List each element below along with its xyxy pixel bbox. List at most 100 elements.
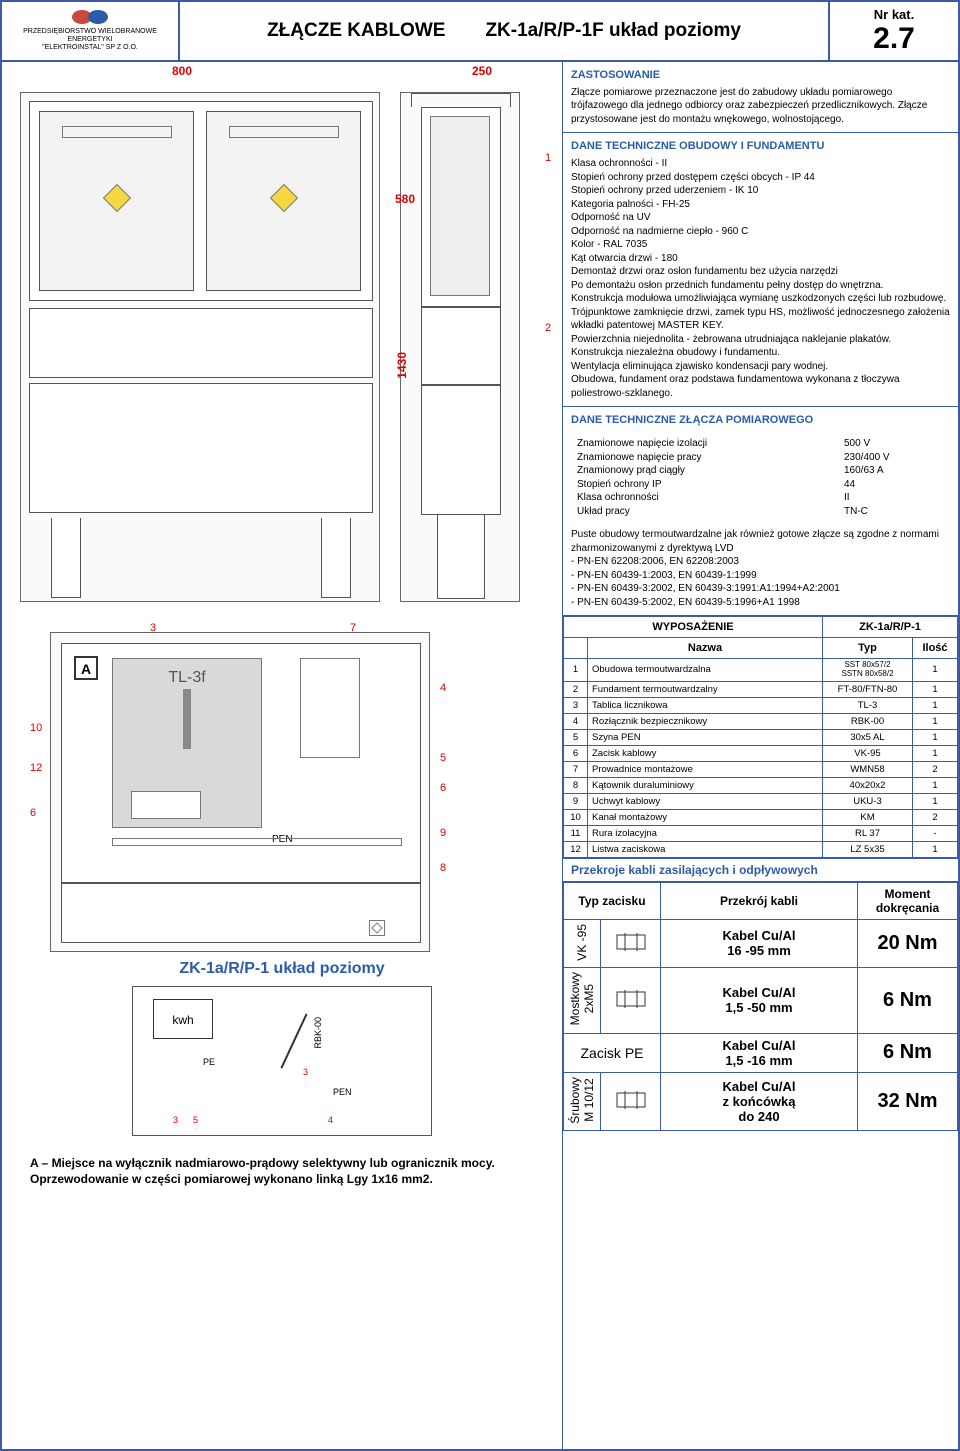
spec-row: Znamionowy prąd ciągły160/63 A (571, 464, 950, 478)
norm-line: - PN-EN 62208:2006, EN 62208:2003 (571, 555, 950, 569)
equip-row: 11Rura izolacyjnaRL 37- (564, 825, 958, 841)
norms-list: - PN-EN 62208:2006, EN 62208:2003- PN-EN… (571, 555, 950, 609)
equip-title: WYPOSAŻENIE (564, 617, 823, 638)
norm-line: - PN-EN 60439-3:2002, EN 60439-3:1991:A1… (571, 582, 950, 596)
drawings-column: 800 250 (2, 62, 562, 1449)
dane-ob-line: Demontaż drzwi oraz osłon fundamentu bez… (571, 265, 950, 279)
equip-col-0 (564, 638, 588, 659)
norm-line: - PN-EN 60439-1:2003, EN 60439-1:1999 (571, 569, 950, 583)
body: 800 250 (2, 62, 958, 1449)
callout-6: 6 (30, 807, 36, 819)
norms-intro: Puste obudowy termoutwardzalne jak równi… (571, 528, 950, 555)
zast-title: ZASTOSOWANIE (571, 68, 950, 83)
schematic-kwh: kwh (153, 999, 213, 1039)
title-right: ZK-1a/R/P-1F układ poziomy (485, 20, 740, 42)
cable-table: Typ zacisku Przekrój kabli Moment dokręc… (563, 882, 958, 1132)
dane-ob-line: Konstrukcja modułowa umożliwiająca wymia… (571, 292, 950, 306)
company-line-1: PRZEDSIĘBIORSTWO WIELOBRANOWE (23, 28, 157, 36)
company-line-2: ENERGETYKI (67, 36, 112, 44)
dim-width: 800 (172, 64, 192, 78)
callout-2: 2 (545, 322, 551, 334)
equip-row: 1Obudowa termoutwardzalnaSST 80x57/2SSTN… (564, 659, 958, 682)
spec-row: Klasa ochronnościII (571, 491, 950, 505)
equip-row: 10Kanał montażowyKM2 (564, 809, 958, 825)
datasheet-page: PRZEDSIĘBIORSTWO WIELOBRANOWE ENERGETYKI… (0, 0, 960, 1451)
section-dane-zlacza: DANE TECHNICZNE ZŁĄCZA POMIAROWEGO Znami… (563, 407, 958, 616)
dane-ob-line: Trójpunktowe zamknięcie drzwi, zamek typ… (571, 306, 950, 333)
company-logo-cell: PRZEDSIĘBIORSTWO WIELOBRANOWE ENERGETYKI… (2, 2, 180, 60)
label-tl3f: TL-3f (113, 669, 261, 687)
company-line-3: "ELEKTROINSTAL" SP Z O.O. (42, 44, 138, 52)
callout-8: 8 (440, 862, 446, 874)
dim-depth: 250 (472, 64, 492, 78)
cable-row: ŚrubowyM 10/12Kabel Cu/Alz końcówkądo 24… (564, 1072, 958, 1131)
dane-ob-line: Powierzchnia niejednolita - żebrowana ut… (571, 333, 950, 347)
dane-ob-line: Kąt otwarcia drzwi - 180 (571, 252, 950, 266)
dim-h2: 1430 (395, 352, 409, 379)
text-column: ZASTOSOWANIE Złącze pomiarowe przeznaczo… (562, 62, 958, 1449)
schematic-rbk: RBK-00 (313, 1017, 323, 1049)
dane-zl-rows: Znamionowe napięcie izolacji500 VZnamion… (571, 437, 950, 518)
dane-ob-line: Odporność na nadmierne ciepło - 960 C (571, 225, 950, 239)
schematic-pen: PEN (333, 1087, 352, 1097)
title-left: ZŁĄCZE KABLOWE (267, 20, 445, 42)
equip-row: 5Szyna PEN30x5 AL1 (564, 729, 958, 745)
dane-ob-line: Konstrukcja niezależna obudowy i fundame… (571, 346, 950, 360)
internal-view-drawing: A TL-3f PEN (50, 632, 430, 952)
dane-ob-line: Po demontażu osłon przednich fundamentu … (571, 279, 950, 293)
spec-row: Stopień ochrony IP44 (571, 478, 950, 492)
dane-ob-line: Klasa ochronności - II (571, 157, 950, 171)
footnote-A: A – Miejsce na wyłącznik nadmiarowo-prąd… (10, 1156, 554, 1187)
zast-body: Złącze pomiarowe przeznaczone jest do za… (571, 86, 950, 127)
norm-line: - PN-EN 60439-5:2002, EN 60439-5:1996+A1… (571, 596, 950, 610)
label-A: A (74, 656, 98, 680)
logo-icon (70, 10, 110, 26)
equip-row: 8Kątownik duraluminiowy40x20x21 (564, 777, 958, 793)
catalog-cell: Nr kat. 2.7 (828, 2, 958, 60)
side-view-drawing (400, 92, 520, 602)
dane-ob-lines: Klasa ochronności - IIStopień ochrony pr… (571, 157, 950, 400)
dane-ob-title: DANE TECHNICZNE OBUDOWY I FUNDAMENTU (571, 139, 950, 154)
callout-1: 1 (545, 152, 551, 164)
spec-row: Układ pracyTN-C (571, 505, 950, 519)
dane-ob-line: Stopień ochrony przed dostępem części ob… (571, 171, 950, 185)
cable-row: Mostkowy2xM5Kabel Cu/Al1,5 -50 mm6 Nm (564, 968, 958, 1033)
callout-6b: 6 (440, 782, 446, 794)
spec-row: Znamionowe napięcie pracy230/400 V (571, 451, 950, 465)
dane-ob-line: Wentylacja eliminująca zjawisko kondensa… (571, 360, 950, 374)
schematic-pe: PE (203, 1057, 215, 1067)
cat-label: Nr kat. (874, 7, 914, 22)
dane-ob-line: Kategoria palności - FH-25 (571, 198, 950, 212)
dane-ob-line: Stopień ochrony przed uderzeniem - IK 10 (571, 184, 950, 198)
front-view-drawing (20, 92, 380, 602)
dane-zl-title: DANE TECHNICZNE ZŁĄCZA POMIAROWEGO (571, 413, 950, 428)
schematic-drawing: kwh PE RBK-00 PEN 3 5 3 4 (132, 986, 432, 1136)
section-dane-obudowy: DANE TECHNICZNE OBUDOWY I FUNDAMENTU Kla… (563, 133, 958, 407)
callout-4: 4 (440, 682, 446, 694)
cat-number: 2.7 (873, 22, 915, 56)
cable-col-1: Przekrój kabli (661, 882, 858, 919)
cable-row: VK -95Kabel Cu/Al16 -95 mm20 Nm (564, 919, 958, 968)
equip-row: 2Fundament termoutwardzalnyFT-80/FTN-801 (564, 681, 958, 697)
section-zastosowanie: ZASTOSOWANIE Złącze pomiarowe przeznaczo… (563, 62, 958, 133)
equip-variant: ZK-1a/R/P-1 (823, 617, 958, 638)
equip-col-2: Typ (823, 638, 913, 659)
equip-row: 3Tablica licznikowaTL-31 (564, 697, 958, 713)
equip-col-3: Ilość (913, 638, 958, 659)
callout-10: 10 (30, 722, 42, 734)
equip-row: 7Prowadnice montażoweWMN582 (564, 761, 958, 777)
title-cell: ZŁĄCZE KABLOWE ZK-1a/R/P-1F układ poziom… (180, 2, 828, 60)
cable-col-2: Moment dokręcania (858, 882, 958, 919)
callout-5: 5 (440, 752, 446, 764)
equipment-table: WYPOSAŻENIE ZK-1a/R/P-1 Nazwa Typ Ilość … (563, 616, 958, 858)
dane-ob-line: Odporność na UV (571, 211, 950, 225)
dim-h1: 580 (395, 192, 415, 206)
cable-col-0: Typ zacisku (564, 882, 661, 919)
schematic-title: ZK-1a/R/P-1 układ poziomy (10, 960, 554, 978)
cable-title: Przekroje kabli zasilających i odpływowy… (563, 858, 958, 882)
callout-9: 9 (440, 827, 446, 839)
callout-12: 12 (30, 762, 42, 774)
equip-row: 4Rozłącznik bezpiecznikowyRBK-001 (564, 713, 958, 729)
dane-ob-line: Obudowa, fundament oraz podstawa fundame… (571, 373, 950, 400)
dane-ob-line: Kolor - RAL 7035 (571, 238, 950, 252)
